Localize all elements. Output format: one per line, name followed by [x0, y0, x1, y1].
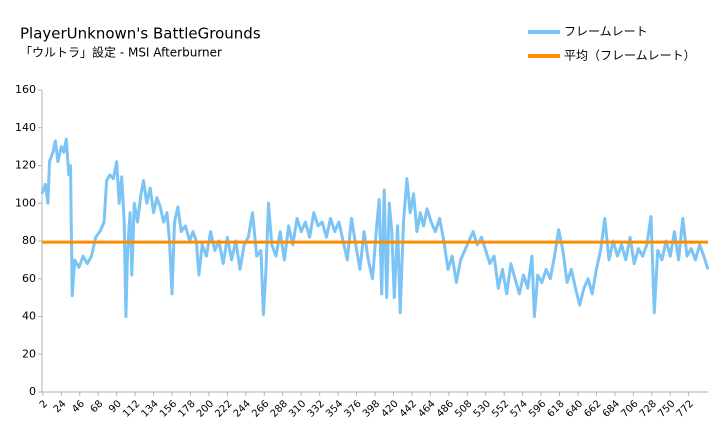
y-tick-label: 20: [22, 347, 36, 360]
legend-label: 平均（フレームレート）: [564, 49, 696, 63]
y-tick-label: 0: [29, 385, 36, 398]
legend-label: フレームレート: [564, 25, 648, 39]
y-tick-label: 100: [15, 196, 36, 209]
chart-subtitle: 「ウルトラ」設定 - MSI Afterburner: [20, 45, 222, 60]
y-tick-label: 40: [22, 310, 36, 323]
y-tick-label: 60: [22, 272, 36, 285]
chart-title: PlayerUnknown's BattleGrounds: [20, 25, 261, 43]
y-tick-label: 120: [15, 159, 36, 172]
y-tick-label: 80: [22, 234, 36, 247]
y-tick-label: 140: [15, 121, 36, 134]
series-line: [40, 137, 710, 318]
y-tick-label: 160: [15, 83, 36, 96]
